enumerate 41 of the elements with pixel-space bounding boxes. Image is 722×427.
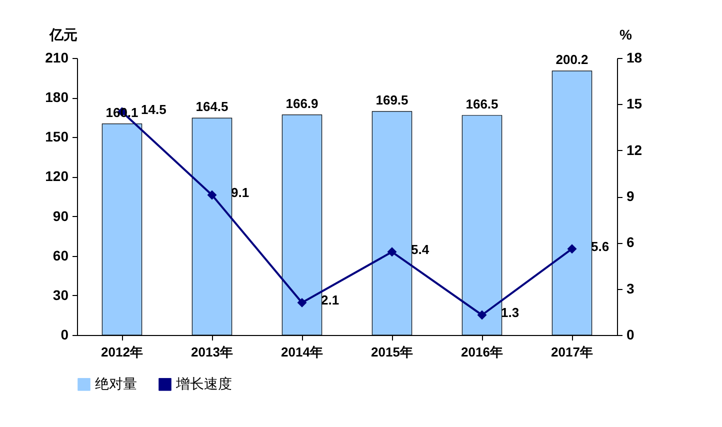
point [567, 244, 577, 254]
x-tick-label: 2016年 [461, 344, 503, 360]
x-tick-label: 2012年 [101, 344, 143, 360]
y2-tick-label: 15 [626, 96, 642, 112]
x-tick-label: 2015年 [371, 344, 413, 360]
legend-label: 绝对量 [95, 375, 137, 392]
y-tick-label: 90 [52, 208, 69, 224]
data-label: 169.5 [376, 92, 408, 108]
y-tick-label: 210 [45, 50, 69, 66]
y2-tick-label: 12 [626, 142, 642, 158]
y2-tick-label: 18 [626, 50, 642, 66]
point [477, 310, 487, 320]
y2-tick-label: 9 [626, 188, 634, 204]
point [387, 247, 397, 257]
y-tick-label: 30 [52, 286, 69, 303]
y2-tick-label: 6 [626, 234, 634, 250]
y2-axis-title: % [620, 26, 632, 42]
data-label: 5.4 [411, 242, 430, 257]
y-tick-label: 120 [45, 168, 69, 184]
data-label: 14.5 [141, 102, 166, 117]
data-label: 9.1 [231, 184, 250, 200]
point [297, 298, 307, 308]
y2-tick-label: 0 [626, 326, 634, 342]
data-label: 5.6 [591, 238, 610, 254]
x-tick-label: 2017年 [551, 344, 593, 360]
y-tick-label: 0 [60, 326, 69, 342]
legend-label: 增长速度 [175, 375, 232, 392]
y-tick-label: 180 [45, 89, 69, 106]
y-axis-title: 亿元 [48, 26, 78, 42]
data-label: 1.3 [501, 304, 520, 320]
y-tick-label: 150 [45, 128, 69, 145]
point [207, 190, 217, 200]
data-label: 200.2 [556, 52, 588, 67]
y-tick-label: 60 [52, 247, 69, 264]
data-label: 166.5 [466, 96, 498, 112]
data-label: 164.5 [196, 99, 228, 114]
data-label: 2.1 [321, 292, 340, 308]
data-label: 166.9 [286, 96, 318, 111]
x-tick-label: 2014年 [281, 344, 323, 360]
x-tick-label: 2013年 [191, 344, 233, 360]
y2-tick-label: 3 [626, 280, 634, 296]
